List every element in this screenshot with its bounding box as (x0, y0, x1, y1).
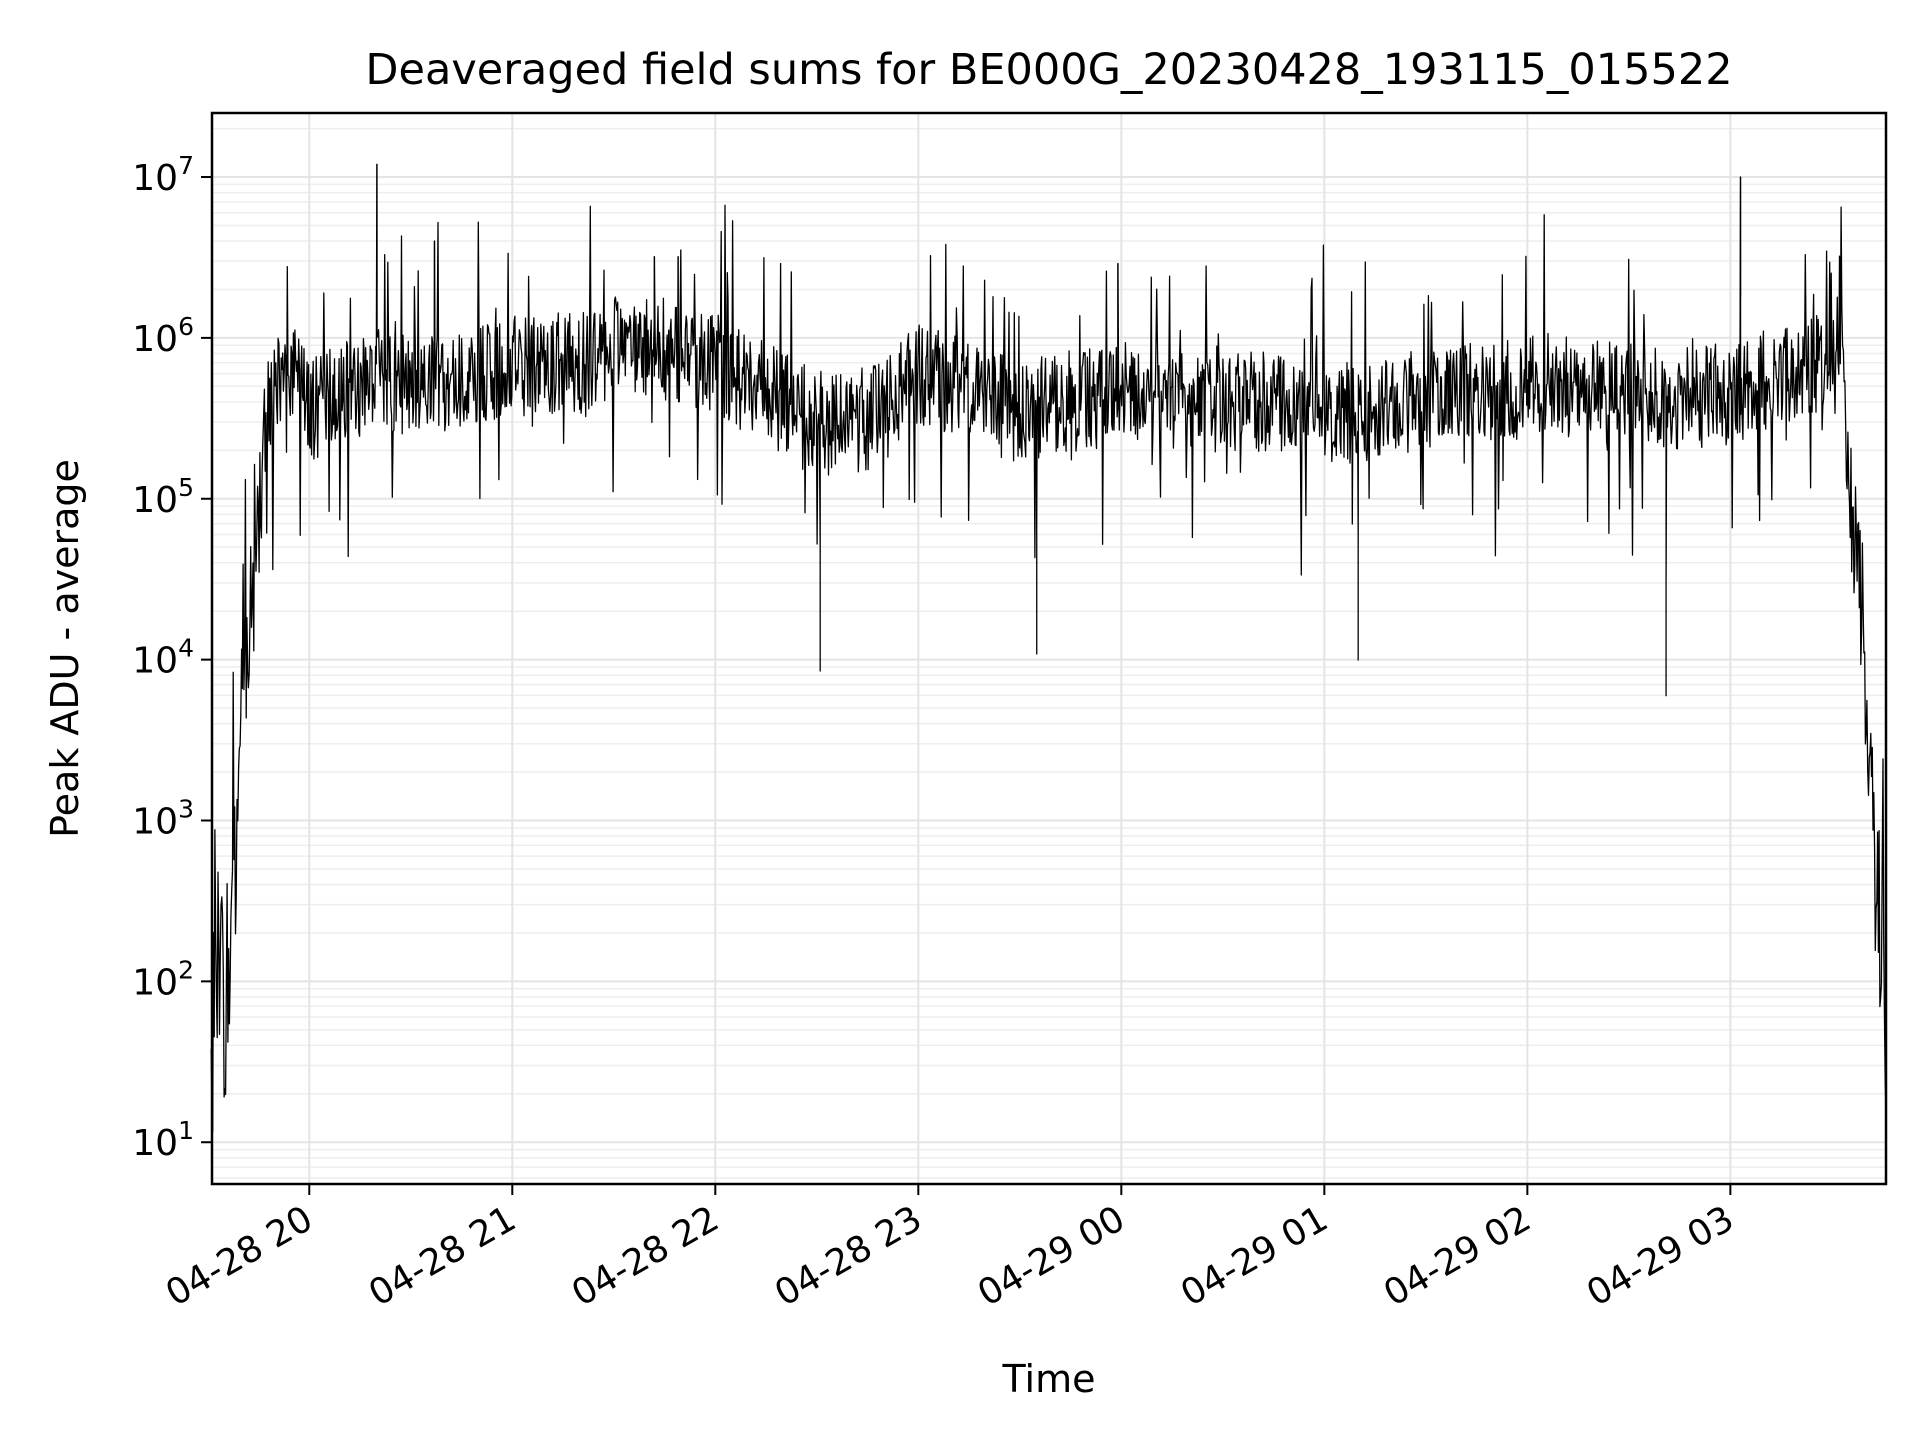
series-layer (210, 163, 1887, 1133)
y-tick-label: 102 (132, 955, 194, 1003)
y-tick-label: 104 (132, 634, 194, 682)
y-axis-ticks: 101 102 103 104 105 106 107 (132, 151, 212, 1164)
y-tick-label: 103 (132, 794, 194, 842)
chart-title: Deaveraged field sums for BE000G_2023042… (365, 45, 1732, 95)
plot-frame (210, 111, 1888, 1186)
y-axis-label: Peak ADU - average (43, 459, 87, 838)
x-axis-label: Time (1002, 1357, 1096, 1401)
series-line (210, 163, 1887, 1133)
y-tick-label: 105 (132, 473, 194, 521)
y-tick-label: 101 (132, 1116, 194, 1164)
y-tick-label: 107 (132, 151, 194, 199)
grid (212, 113, 1886, 1184)
y-tick-label: 106 (132, 312, 194, 360)
